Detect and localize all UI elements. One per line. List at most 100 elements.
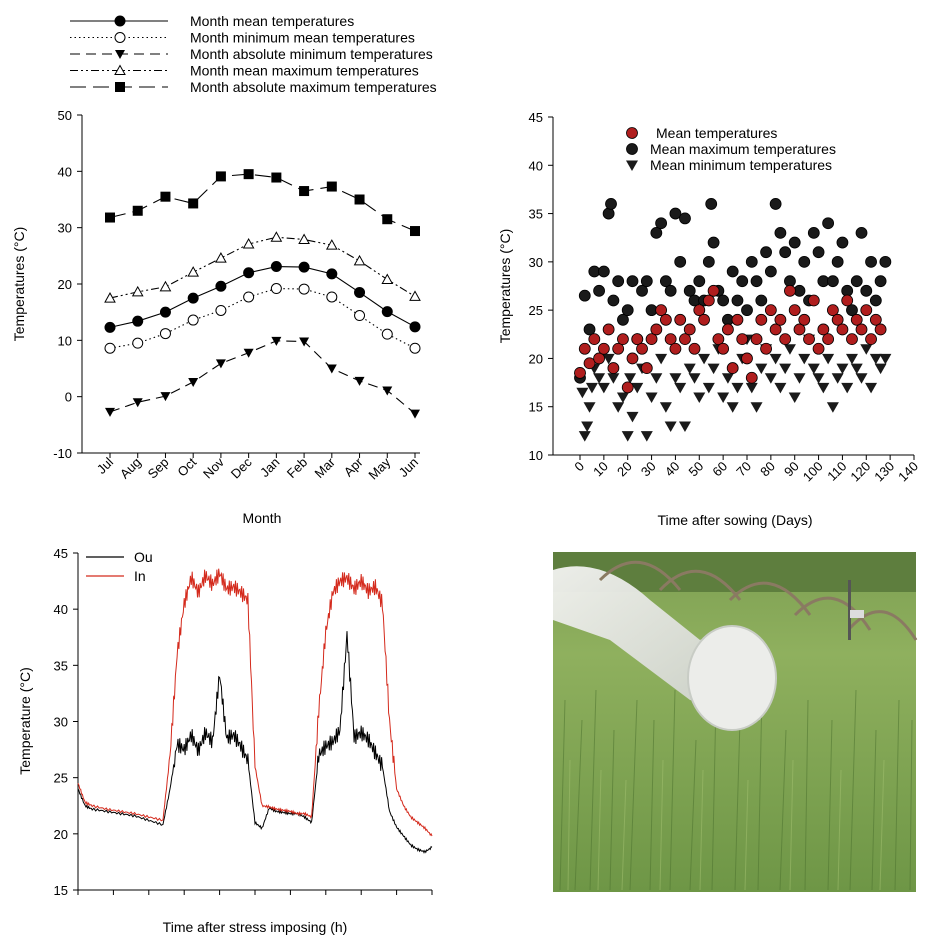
data-point xyxy=(736,333,749,346)
data-point xyxy=(326,291,338,303)
data-point xyxy=(271,336,282,346)
data-point xyxy=(860,304,873,317)
legend-marker xyxy=(114,15,126,27)
data-point xyxy=(722,323,734,336)
x-tick-label: Sep xyxy=(145,455,172,482)
x-tick-label: Jul xyxy=(94,454,116,476)
data-point xyxy=(607,373,620,384)
x-tick-label: 140 xyxy=(895,459,921,485)
legend-label: Month mean temperatures xyxy=(190,13,354,29)
data-point xyxy=(612,342,625,355)
x-axis-label: Time after stress imposing (h) xyxy=(163,919,348,935)
x-tick-label: Apr xyxy=(341,454,366,479)
data-point xyxy=(750,402,763,413)
data-point xyxy=(215,280,227,292)
data-point xyxy=(621,381,634,394)
data-point xyxy=(869,294,882,307)
data-point xyxy=(381,328,393,340)
data-point xyxy=(831,255,844,268)
data-point xyxy=(636,284,648,297)
x-tick-label: 110 xyxy=(824,459,849,484)
series-0 xyxy=(104,261,421,333)
data-point xyxy=(631,333,644,346)
data-point xyxy=(159,328,171,340)
data-point xyxy=(664,333,677,346)
data-point xyxy=(188,198,199,209)
data-point xyxy=(855,323,868,336)
data-point xyxy=(636,342,648,355)
series-4 xyxy=(105,169,420,237)
data-point xyxy=(865,382,878,394)
data-point xyxy=(132,398,143,408)
y-axis-label: Temperatures (°C) xyxy=(11,227,27,342)
data-point xyxy=(731,294,744,307)
legend-label: Ou xyxy=(134,549,153,565)
series-line-ou xyxy=(77,631,433,854)
data-point xyxy=(788,304,801,317)
data-point xyxy=(698,313,710,326)
data-point xyxy=(721,373,734,384)
data-point xyxy=(702,255,715,268)
data-point xyxy=(764,373,777,384)
data-point xyxy=(836,323,849,336)
x-tick-label: Jun xyxy=(396,455,421,480)
data-point xyxy=(640,362,653,374)
data-point xyxy=(597,265,610,278)
data-point xyxy=(693,304,706,317)
data-point xyxy=(717,392,730,404)
y-tick-label: 10 xyxy=(529,448,543,463)
data-point xyxy=(741,304,753,317)
data-point xyxy=(788,236,801,249)
data-point xyxy=(707,284,720,297)
data-point xyxy=(659,313,672,326)
data-point xyxy=(741,352,753,365)
data-point xyxy=(299,186,310,197)
data-point xyxy=(874,363,887,375)
data-point xyxy=(822,353,835,365)
data-point xyxy=(215,304,227,316)
y-tick-label: 25 xyxy=(54,771,68,786)
y-tick-label: 15 xyxy=(54,883,68,898)
data-point xyxy=(822,333,835,346)
data-point xyxy=(626,411,639,423)
y-tick-label: 50 xyxy=(58,108,72,123)
data-point xyxy=(409,321,421,333)
data-point xyxy=(578,289,591,302)
data-point xyxy=(612,275,625,288)
data-point xyxy=(298,261,310,273)
data-point xyxy=(626,275,639,288)
data-point xyxy=(793,323,806,336)
legend-marker xyxy=(114,64,126,75)
y-tick-label: 40 xyxy=(54,602,68,617)
data-point xyxy=(326,181,337,192)
y-tick-label: 45 xyxy=(529,110,543,125)
data-point xyxy=(669,373,682,384)
data-point xyxy=(831,313,844,326)
data-point xyxy=(879,353,892,365)
data-point xyxy=(745,382,758,394)
data-point xyxy=(382,214,393,225)
data-point xyxy=(105,407,115,417)
data-point xyxy=(678,421,691,433)
y-tick-label: -10 xyxy=(53,446,72,461)
y-tick-label: 0 xyxy=(65,390,72,405)
data-point xyxy=(621,431,634,442)
data-point xyxy=(850,313,863,326)
data-point xyxy=(850,363,863,375)
legend-marker xyxy=(626,127,638,139)
data-point xyxy=(242,237,255,249)
data-point xyxy=(693,392,706,404)
data-point xyxy=(354,194,365,205)
data-point xyxy=(602,207,615,220)
legend-label: Month mean maximum temperatures xyxy=(190,63,419,79)
data-point xyxy=(717,342,730,355)
data-point xyxy=(774,226,787,239)
data-point xyxy=(826,402,839,413)
data-point xyxy=(326,268,338,280)
data-point xyxy=(132,315,144,327)
data-point xyxy=(860,284,873,297)
data-point xyxy=(326,364,337,374)
data-point xyxy=(607,362,620,374)
data-point xyxy=(679,212,691,225)
data-point xyxy=(879,255,892,268)
